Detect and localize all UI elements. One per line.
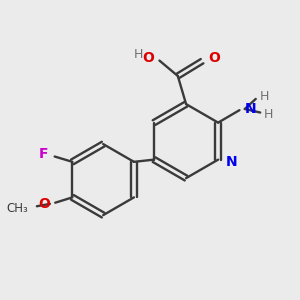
Text: O: O [142, 51, 154, 65]
Text: N: N [226, 155, 237, 169]
Text: H: H [259, 90, 269, 103]
Text: N: N [245, 102, 256, 116]
Text: CH₃: CH₃ [6, 202, 28, 214]
Text: H: H [134, 48, 143, 61]
Text: H: H [264, 107, 273, 121]
Text: O: O [38, 197, 50, 211]
Text: O: O [208, 51, 220, 65]
Text: F: F [39, 147, 49, 161]
